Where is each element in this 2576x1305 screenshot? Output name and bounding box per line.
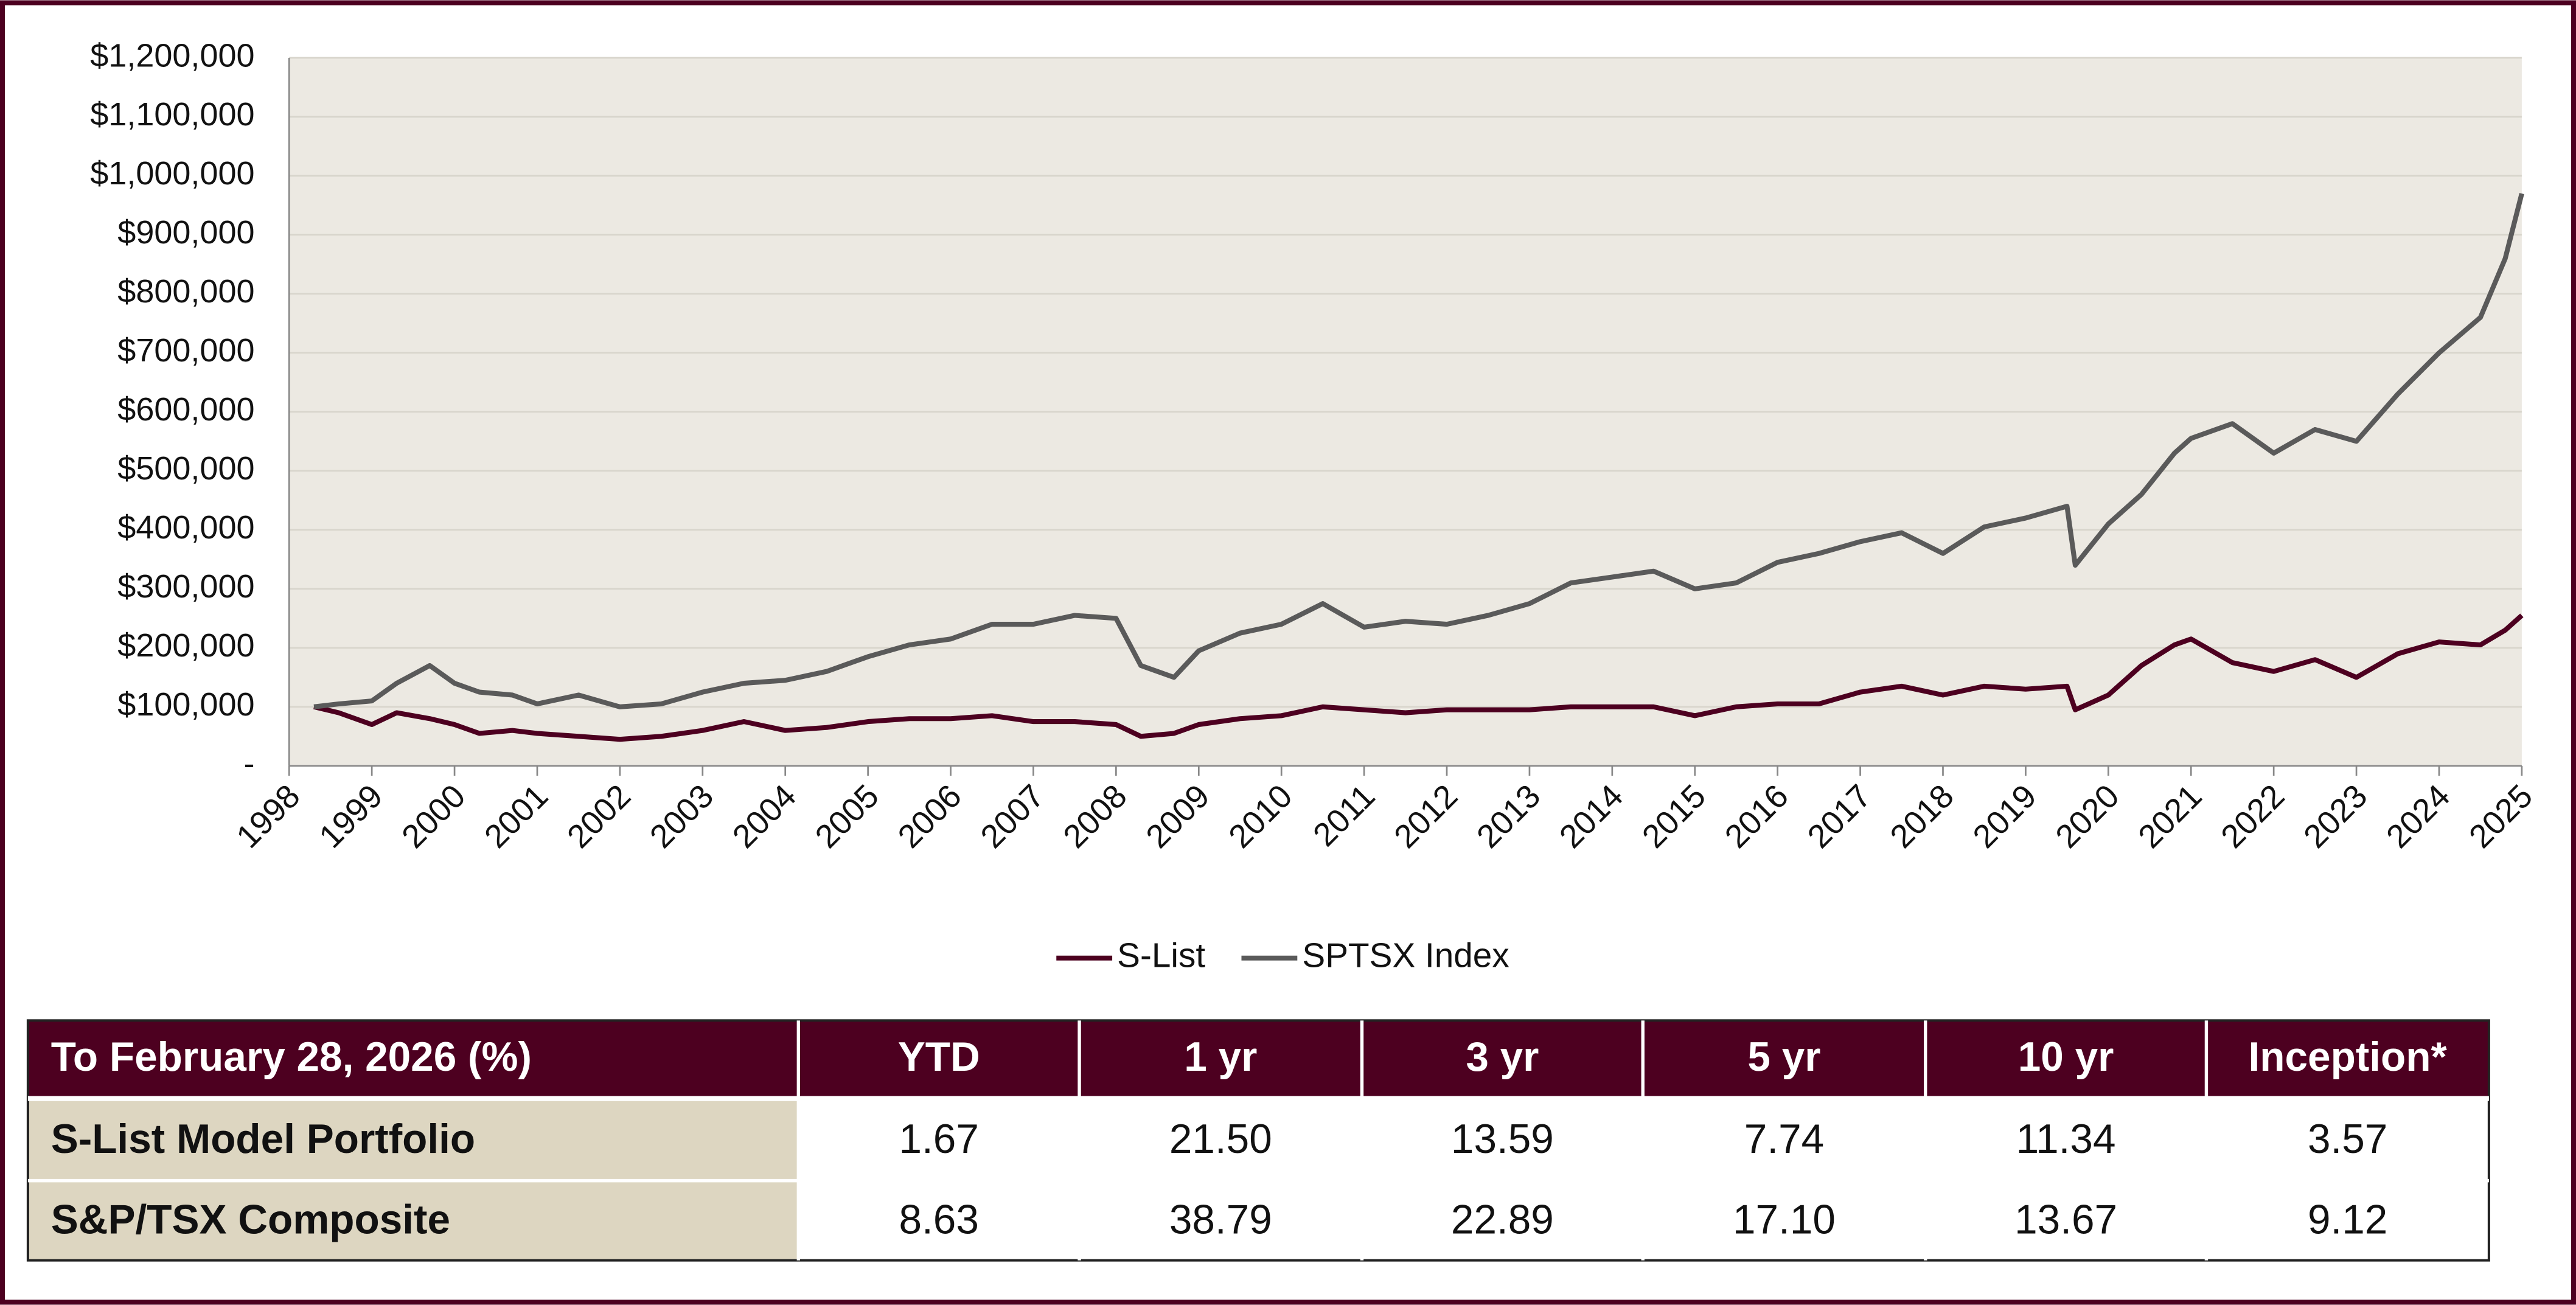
table-header-cell: 5 yr	[1747, 1034, 1820, 1080]
table-cell: 11.34	[2016, 1116, 2116, 1162]
y-tick-label: $800,000	[117, 273, 254, 310]
series-line	[313, 193, 2524, 709]
y-tick-label: $100,000	[117, 686, 254, 723]
y-tick-label: $700,000	[117, 332, 254, 369]
table-cell: 3.57	[2308, 1116, 2387, 1162]
table-header-bg	[27, 1020, 2489, 1096]
table-cell: 13.67	[2014, 1197, 2117, 1242]
y-tick-label: $1,100,000	[90, 96, 254, 133]
table-cell: 1.67	[899, 1116, 979, 1162]
table-cell: 17.10	[1733, 1197, 1836, 1242]
row-label-bg	[27, 1181, 799, 1261]
row-label-bg	[27, 1101, 799, 1180]
legend-label: S-List	[1117, 937, 1205, 975]
table-cell: 22.89	[1451, 1197, 1554, 1242]
y-tick-label: $1,200,000	[90, 37, 254, 74]
y-tick-label: $400,000	[117, 509, 254, 546]
table-header-cell: To February 28, 2026 (%)	[51, 1034, 532, 1080]
table-header-cell: Inception*	[2249, 1034, 2448, 1080]
table-cell: S-List Model Portfolio	[51, 1116, 475, 1162]
y-tick-label: $900,000	[117, 214, 254, 251]
table-header-cell: YTD	[898, 1034, 980, 1080]
y-tick-label: $200,000	[117, 627, 254, 664]
y-tick-label: $600,000	[117, 391, 254, 428]
table-cell: 9.12	[2308, 1197, 2387, 1242]
y-tick-label: -	[244, 745, 255, 782]
y-tick-label: $500,000	[117, 450, 254, 487]
table-header-cell: 3 yr	[1466, 1034, 1539, 1080]
table-cell: 7.74	[1744, 1116, 1824, 1162]
table-cell: 38.79	[1169, 1197, 1272, 1242]
table-cell: S&P/TSX Composite	[51, 1197, 450, 1242]
table-cell: 8.63	[899, 1197, 979, 1242]
table-cell: 21.50	[1169, 1116, 1272, 1162]
table-header-cell: 1 yr	[1184, 1034, 1257, 1080]
y-tick-label: $1,000,000	[90, 155, 254, 192]
table-cell: 13.59	[1451, 1116, 1554, 1162]
legend-label: SPTSX Index	[1302, 937, 1509, 975]
table-header-cell: 10 yr	[2018, 1034, 2114, 1080]
series-line	[313, 613, 2524, 742]
y-tick-label: $300,000	[117, 568, 254, 605]
table-border	[26, 1019, 2490, 1262]
